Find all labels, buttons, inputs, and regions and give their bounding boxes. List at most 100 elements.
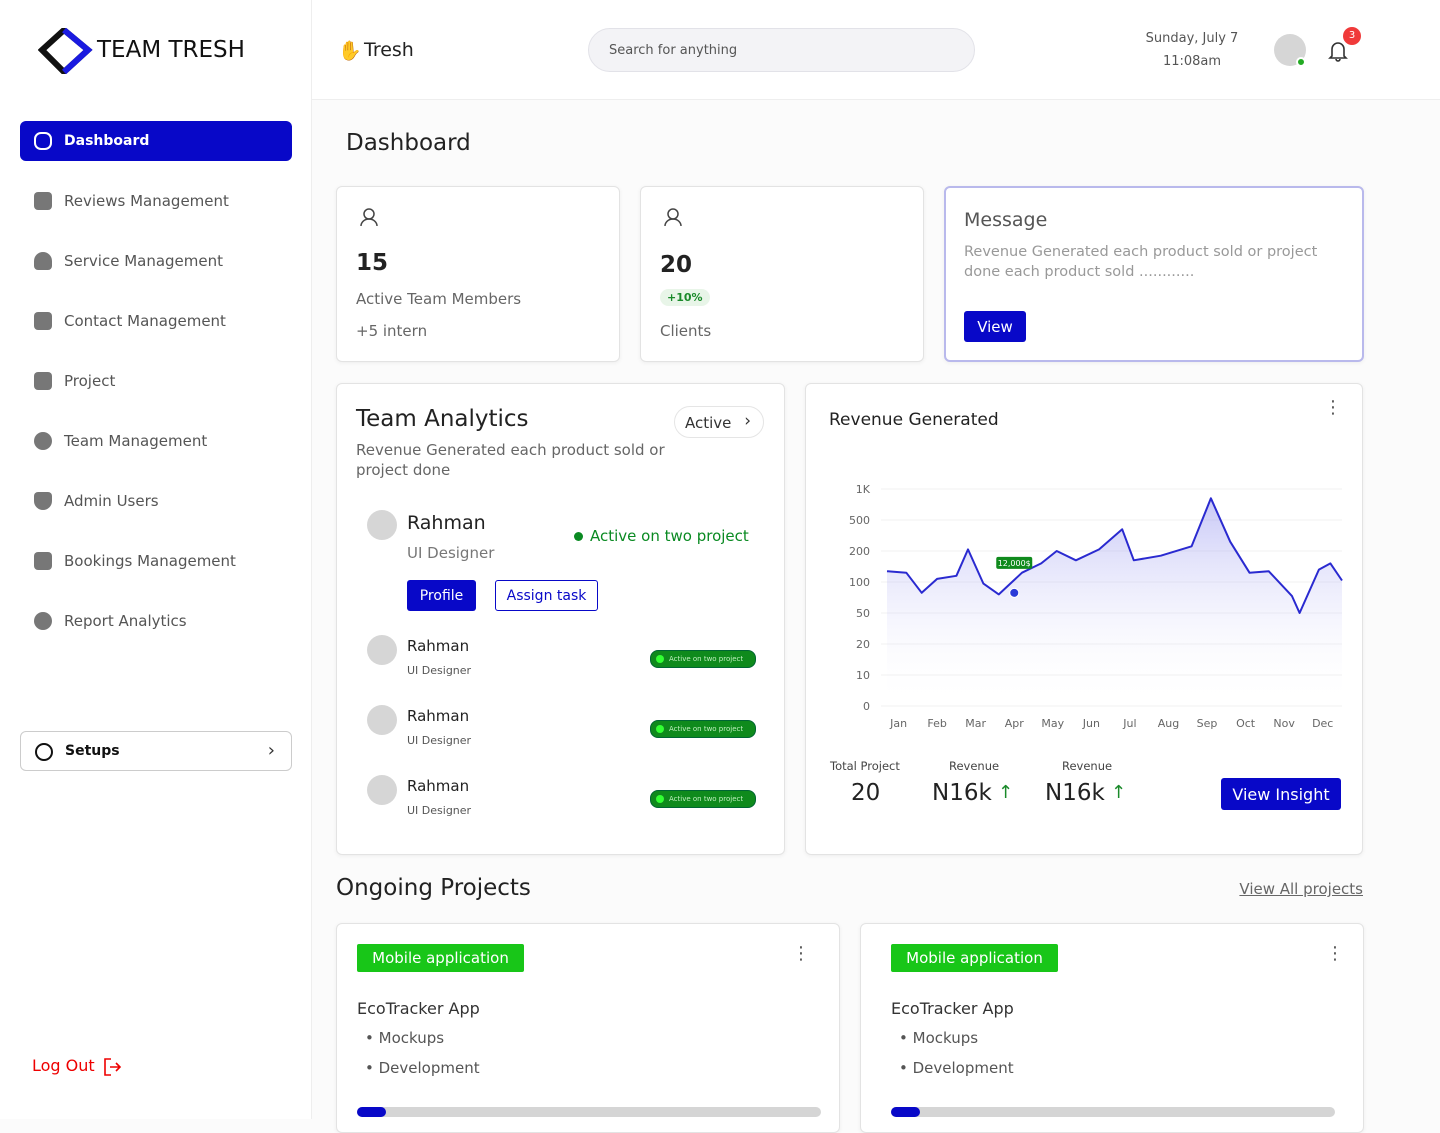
project-name: EcoTracker App: [357, 999, 480, 1018]
annotation: 12,000$: [998, 559, 1031, 568]
greeting: Tresh: [364, 39, 414, 61]
stat-label: Active Team Members: [356, 290, 522, 308]
assign-button[interactable]: Assign task: [495, 580, 598, 611]
stat-card: 15 Active Team Members +5 intern: [336, 186, 620, 362]
x-tick-label: Oct: [1236, 717, 1256, 730]
nav-item[interactable]: Team Management: [20, 421, 292, 461]
progress-fill: [357, 1107, 386, 1117]
section-title: Team Analytics: [356, 406, 529, 432]
y-tick-label: 0: [863, 700, 870, 713]
member-name: Rahman: [407, 707, 470, 725]
member-role: UI Designer: [407, 664, 472, 677]
avatar: [367, 510, 397, 540]
nav-item[interactable]: Dashboard: [20, 121, 292, 161]
member-role: UI Designer: [407, 804, 472, 817]
item-text: Development: [378, 1059, 480, 1077]
filter-label: Active: [685, 414, 732, 432]
item-text: Mockups: [378, 1029, 445, 1047]
member-badge: Active on two project: [650, 650, 756, 668]
summary-label: Total Project: [830, 759, 900, 773]
y-tick-label: 1K: [856, 483, 871, 496]
time: 11:08am: [1162, 54, 1222, 69]
setups[interactable]: Setups ›: [20, 731, 292, 771]
more-menu[interactable]: ⋮: [792, 943, 810, 964]
y-tick-label: 20: [856, 638, 870, 651]
member-name: Rahman: [407, 777, 470, 795]
user-icon: [664, 208, 682, 227]
wave-icon: ✋: [338, 40, 362, 62]
nav-label: Dashboard: [64, 133, 150, 149]
nav-label: Admin Users: [64, 492, 159, 510]
member-role: UI Designer: [407, 544, 495, 562]
member-name: Rahman: [407, 512, 486, 534]
member-badge: Active on two project: [650, 790, 756, 808]
logout-icon: [104, 1058, 122, 1076]
x-tick-label: Jul: [1122, 717, 1136, 730]
nav-label: Project: [64, 372, 116, 390]
stat-value: 20: [660, 252, 693, 278]
section-subtitle: Revenue Generated each product sold or p…: [356, 441, 665, 479]
annotation-box: [996, 556, 1033, 569]
nav-item[interactable]: Project: [20, 361, 292, 401]
nav-item[interactable]: Admin Users: [20, 481, 292, 521]
highlight-point: [1009, 587, 1020, 598]
nav-label: Reviews Management: [64, 192, 229, 210]
more-menu[interactable]: ⋮: [1326, 943, 1344, 964]
line: [886, 497, 1343, 614]
view-all-link[interactable]: View All projects: [1239, 880, 1363, 898]
item-text: Mockups: [912, 1029, 979, 1047]
nav-item[interactable]: Contact Management: [20, 301, 292, 341]
stat-value: 15: [356, 250, 389, 276]
nav-label: Contact Management: [64, 312, 226, 330]
project-card: Mobile application ⋮ EcoTracker App • Mo…: [860, 923, 1364, 1133]
member-role: UI Designer: [407, 734, 472, 747]
area: [887, 498, 1342, 706]
summary-label: Revenue: [949, 759, 1000, 773]
logo: [38, 28, 93, 74]
summary-value: 20: [851, 780, 881, 806]
brand: TEAM TRESH: [97, 37, 245, 63]
revenue-chart: 0 10 20 50 100 200 500 1K Jan Feb Mar Apr May Jun Jul A…: [849, 483, 1343, 730]
x-tick-label: May: [1041, 717, 1064, 730]
y-tick-label: 50: [856, 607, 870, 620]
nav-item[interactable]: Service Management: [20, 241, 292, 281]
up-arrow: ↑: [1111, 782, 1127, 803]
project-tag: Mobile application: [891, 944, 1058, 972]
nav-item[interactable]: Reviews Management: [20, 181, 292, 221]
summary-value: N16k: [1045, 780, 1105, 806]
stat-card: 20 +10% Clients: [640, 186, 924, 362]
x-tick-label: Jan: [889, 717, 907, 730]
chevron: ›: [267, 740, 275, 761]
page-title: Dashboard: [346, 130, 471, 156]
status-dot: [574, 532, 583, 541]
setups-label: Setups: [65, 743, 120, 759]
x-tick-label: Aug: [1158, 717, 1179, 730]
search[interactable]: Search for anything: [588, 28, 975, 72]
stat-note: +5 intern: [356, 322, 428, 340]
revenue-title: Revenue Generated: [829, 410, 999, 430]
filter[interactable]: Active ›: [674, 406, 764, 438]
avatar: [367, 705, 397, 735]
progress-fill: [891, 1107, 920, 1117]
up-arrow: ↑: [998, 782, 1014, 803]
progress-track: [357, 1107, 821, 1117]
x-tick-label: Jun: [1082, 717, 1100, 730]
stat-label: Clients: [660, 322, 712, 340]
logout[interactable]: Log Out: [32, 1056, 95, 1075]
progress-track: [891, 1107, 1335, 1117]
x-tick-label: Apr: [1005, 717, 1025, 730]
user-icon: [360, 208, 378, 227]
nav-item[interactable]: Report Analytics: [20, 601, 292, 641]
nav-item[interactable]: Bookings Management: [20, 541, 292, 581]
nav-label: Service Management: [64, 252, 224, 270]
profile-button[interactable]: Profile: [407, 580, 476, 611]
summary-value: N16k: [932, 780, 992, 806]
insight-button[interactable]: View Insight: [1221, 778, 1341, 810]
sidebar: TEAM TRESH Dashboard Reviews Management …: [0, 0, 312, 1119]
bell[interactable]: [1328, 40, 1348, 62]
stat-badge: +10%: [660, 289, 710, 306]
x-tick-label: Dec: [1312, 717, 1333, 730]
x-tick-label: Nov: [1273, 717, 1295, 730]
view-button[interactable]: View: [964, 311, 1026, 342]
